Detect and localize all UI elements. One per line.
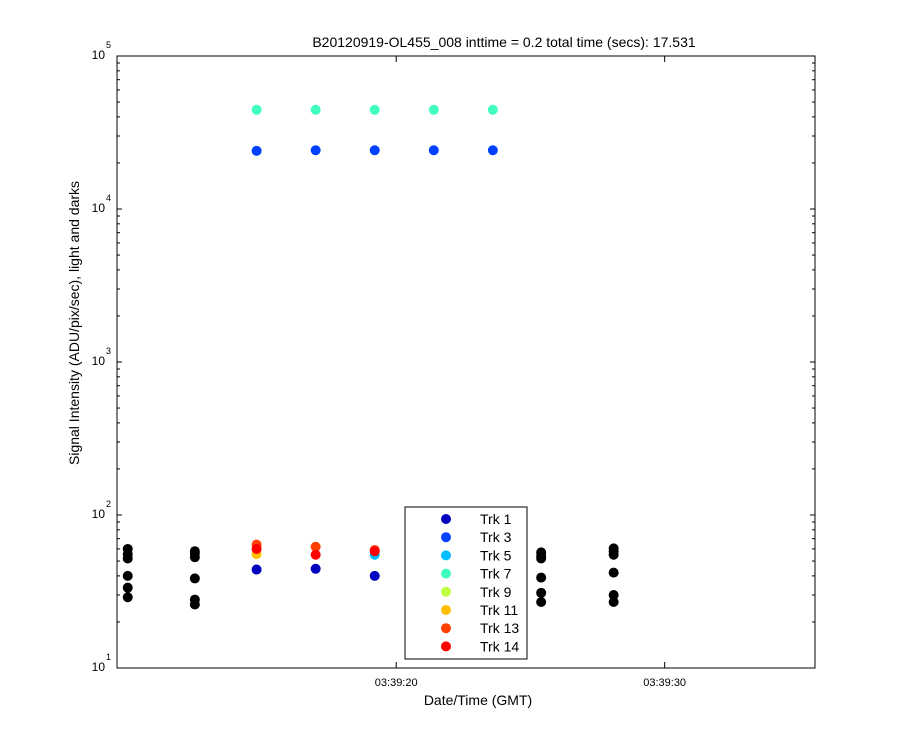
dark-point xyxy=(608,543,619,554)
legend-marker xyxy=(441,568,451,579)
legend-marker xyxy=(441,623,451,634)
series-point xyxy=(369,546,380,557)
y-tick-label-base: 10 xyxy=(92,354,106,368)
legend-label: Trk 11 xyxy=(480,602,518,618)
legend-label: Trk 13 xyxy=(480,620,519,636)
series-point xyxy=(428,104,439,115)
legend-label: Trk 5 xyxy=(480,547,512,563)
series-point xyxy=(251,564,262,575)
series-point xyxy=(251,543,262,554)
x-axis-label: Date/Time (GMT) xyxy=(424,692,532,708)
dark-point xyxy=(536,572,547,583)
legend-label: Trk 1 xyxy=(480,511,512,527)
dark-point xyxy=(608,567,619,578)
y-tick-label-exponent: 1 xyxy=(106,652,111,662)
legend-label: Trk 9 xyxy=(480,584,512,600)
series-point xyxy=(310,104,321,115)
dark-point xyxy=(189,546,200,557)
dark-point xyxy=(608,590,619,601)
series-point xyxy=(310,563,321,574)
series-point xyxy=(251,104,262,115)
legend-label: Trk 3 xyxy=(480,529,512,545)
chart-title: B20120919-OL455_008 inttime = 0.2 total … xyxy=(312,34,696,50)
y-tick-label-exponent: 3 xyxy=(106,346,111,356)
y-tick-label-exponent: 2 xyxy=(106,499,111,509)
legend-marker xyxy=(441,605,451,615)
legend-marker xyxy=(441,586,451,597)
legend-box xyxy=(404,506,528,660)
series-point xyxy=(487,104,498,115)
legend: Trk 1 Trk 3 Trk 5 Trk 7 Trk 9 Trk 11 Trk 13 Trk… xyxy=(404,506,528,660)
y-tick-label-base: 10 xyxy=(92,201,106,215)
y-tick-label-exponent: 4 xyxy=(106,193,111,203)
legend-label: Trk 14 xyxy=(480,638,519,654)
legend-label: Trk 7 xyxy=(480,566,512,582)
dark-point xyxy=(536,597,547,608)
y-tick-label-base: 10 xyxy=(92,48,106,62)
dark-point xyxy=(536,547,547,558)
legend-marker xyxy=(441,514,451,524)
data-marks xyxy=(122,104,619,610)
dark-point xyxy=(122,543,133,554)
legend-marker xyxy=(441,641,451,652)
y-tick-label-base: 10 xyxy=(92,660,106,674)
x-tick-label: 03:39:30 xyxy=(643,677,686,689)
dark-point xyxy=(122,570,133,581)
series-point xyxy=(310,549,321,560)
x-tick-label: 03:39:20 xyxy=(375,677,418,689)
series-point xyxy=(369,145,380,156)
dark-point xyxy=(122,592,133,603)
legend-marker xyxy=(441,550,451,561)
series-point xyxy=(369,104,380,115)
series-point xyxy=(251,145,262,156)
legend-marker xyxy=(441,532,451,543)
dark-point xyxy=(189,594,200,605)
dark-point xyxy=(189,573,200,584)
y-axis-label: Signal Intensity (ADU/pix/sec), light an… xyxy=(66,181,82,465)
dark-point xyxy=(122,582,133,593)
series-point xyxy=(369,570,380,581)
series-point xyxy=(487,145,498,156)
y-tick-label-base: 10 xyxy=(92,507,106,521)
x-axis-ticks: 03:39:20 03:39:30 xyxy=(375,56,686,689)
series-point xyxy=(310,145,321,156)
series-point xyxy=(428,145,439,156)
dark-point xyxy=(608,597,619,608)
dark-point xyxy=(536,587,547,598)
series-point xyxy=(310,541,321,552)
y-tick-label-exponent: 5 xyxy=(106,40,111,50)
